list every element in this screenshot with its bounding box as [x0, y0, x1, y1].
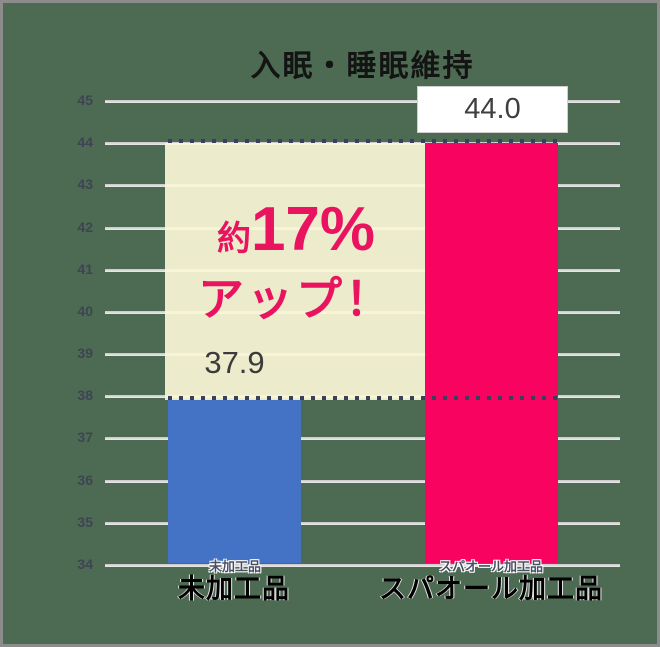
x-label-processed: スパオール加工品 — [379, 574, 603, 604]
y-tick-label-37: 37 — [77, 429, 93, 446]
annotation-line1: 約17% — [170, 197, 422, 272]
dotted-reference-line-44 — [168, 139, 558, 144]
gridline-37 — [105, 437, 620, 441]
annotation-line2: アップ！ — [198, 273, 394, 325]
y-tick-label-38: 38 — [77, 387, 93, 404]
dotted-reference-line-37.9 — [168, 396, 558, 401]
x-label-small-unprocessed: 未加工品 — [208, 559, 262, 574]
bar-unprocessed — [168, 400, 301, 563]
chart-title: 入眠・睡眠維持 — [250, 50, 475, 83]
value-label-unprocessed: 37.9 — [204, 345, 265, 380]
gridline-36 — [105, 479, 620, 483]
gridline-45 — [105, 100, 620, 103]
bar-processed — [425, 143, 558, 563]
y-tick-label-40: 40 — [77, 302, 93, 319]
value-label-processed: 44.0 — [464, 93, 521, 125]
x-label-small-processed: スパオール加工品 — [438, 559, 544, 574]
y-tick-label-45: 45 — [77, 92, 93, 108]
x-label-unprocessed: 未加工品 — [178, 574, 290, 604]
annotation-percent-up: 約17% アップ！ — [170, 197, 422, 326]
y-tick-label-44: 44 — [77, 134, 93, 151]
value-label-box-processed: 44.0 — [417, 86, 568, 133]
y-tick-label-43: 43 — [77, 176, 93, 193]
gridline-34 — [105, 564, 620, 567]
y-tick-label-42: 42 — [77, 218, 93, 235]
annotation-big-percent: 17% — [250, 195, 376, 264]
y-tick-label-41: 41 — [77, 260, 93, 277]
annotation-approx: 約 — [216, 220, 251, 258]
gridline-35 — [105, 521, 620, 525]
y-tick-label-39: 39 — [77, 345, 93, 362]
y-tick-label-34: 34 — [77, 556, 93, 572]
y-tick-label-35: 35 — [77, 513, 93, 530]
y-tick-label-36: 36 — [77, 471, 93, 488]
